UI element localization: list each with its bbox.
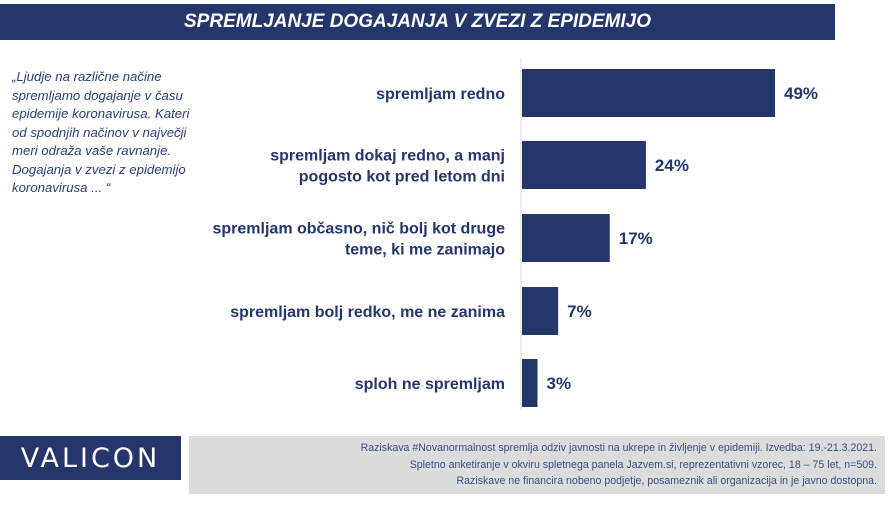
- category-label: spremljam bolj redko, me ne zanima: [230, 304, 505, 321]
- footer-note: Raziskava #Novanormalnost spremlja odziv…: [189, 436, 885, 494]
- footer-line: Spletno anketiranje v okviru spletnega p…: [409, 458, 877, 471]
- category-label: teme, ki me zanimajo: [345, 242, 505, 259]
- bar-chart: 49% spremljam redno 24% spremljam dokaj red…: [213, 58, 818, 410]
- category-label: spremljam dokaj redno, a manj: [270, 148, 505, 165]
- category-label: sploh ne spremljam: [355, 376, 505, 393]
- data-label: 7%: [567, 302, 592, 321]
- footer-line: Raziskave ne financira nobeno podjetje, …: [456, 475, 877, 487]
- footer-line: Raziskava #Novanormalnost spremlja odziv…: [360, 442, 877, 454]
- category-label: spremljam občasno, nič bolj kot druge: [213, 221, 506, 238]
- data-label: 24%: [655, 156, 689, 175]
- bar: [522, 359, 538, 407]
- valicon-logo: VALICON: [0, 436, 181, 480]
- bar: [522, 69, 775, 117]
- category-label: pogosto kot pred letom dni: [299, 169, 505, 186]
- category-label: spremljam redno: [376, 86, 505, 103]
- data-label: 3%: [546, 374, 571, 393]
- question-text: „Ljudje na različne načine spremljamo do…: [12, 69, 190, 195]
- bar: [522, 214, 610, 262]
- data-label: 17%: [619, 229, 653, 248]
- bar: [522, 287, 559, 335]
- chart-title: SPREMLJANJE DOGAJANJA V ZVEZI Z EPIDEMIJ…: [0, 4, 835, 40]
- bar: [522, 141, 646, 189]
- data-label: 49%: [784, 84, 818, 103]
